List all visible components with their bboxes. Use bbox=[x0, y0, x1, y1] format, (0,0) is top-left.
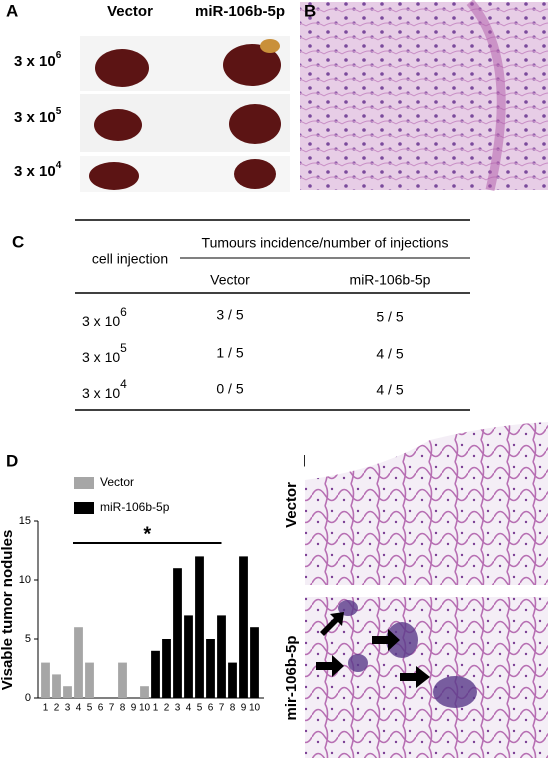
row-label: 3 x 106 bbox=[82, 305, 127, 329]
legend-label: miR-106b-5p bbox=[100, 500, 170, 514]
bar bbox=[151, 650, 160, 698]
row-label: 3 x 104 bbox=[82, 377, 127, 401]
x-tick-label: 10 bbox=[249, 703, 261, 714]
x-tick-label: 4 bbox=[76, 703, 82, 714]
row-label-base: 3 x 10 bbox=[14, 163, 56, 180]
tumour-nodule bbox=[338, 600, 477, 708]
column-header: Vector bbox=[107, 3, 153, 20]
legend-label: Vector bbox=[100, 475, 134, 489]
bar bbox=[173, 568, 182, 698]
panel-label: A bbox=[6, 1, 18, 20]
row-label-base: 3 x 10 bbox=[82, 385, 120, 401]
cell: 1 / 5 bbox=[216, 345, 243, 361]
x-tick-label: 1 bbox=[43, 703, 49, 714]
row-label-base: 3 x 10 bbox=[82, 349, 120, 365]
y-tick-label: 15 bbox=[19, 515, 31, 527]
y-tick-label: 10 bbox=[19, 574, 31, 586]
histology-image bbox=[300, 2, 548, 190]
legend-swatch bbox=[74, 502, 94, 514]
x-tick-label: 5 bbox=[87, 703, 93, 714]
bar bbox=[228, 662, 237, 698]
cell: 0 / 5 bbox=[216, 381, 243, 397]
x-tick-label: 2 bbox=[164, 703, 170, 714]
annotation: * bbox=[143, 523, 151, 545]
row-label: mir-106b-5p bbox=[283, 635, 300, 720]
bar bbox=[118, 662, 127, 698]
bar bbox=[217, 615, 226, 698]
x-tick-label: 7 bbox=[219, 703, 225, 714]
column-header: miR-106b-5p bbox=[350, 272, 431, 288]
x-tick-label: 4 bbox=[186, 703, 192, 714]
y-tick-label: 0 bbox=[25, 692, 31, 704]
bar bbox=[184, 615, 193, 698]
x-tick-label: 8 bbox=[230, 703, 236, 714]
x-tick-label: 9 bbox=[241, 703, 247, 714]
x-tick-label: 6 bbox=[98, 703, 104, 714]
x-tick-label: 10 bbox=[139, 703, 151, 714]
panel-label: D bbox=[6, 451, 18, 470]
y-tick-label: 5 bbox=[25, 633, 31, 645]
x-tick-label: 1 bbox=[153, 703, 159, 714]
row-label-base: 3 x 10 bbox=[14, 53, 56, 70]
legend-swatch bbox=[74, 477, 94, 489]
x-tick-label: 3 bbox=[65, 703, 71, 714]
bar bbox=[239, 556, 248, 698]
y-axis-title: Visable tumor nodules bbox=[0, 530, 16, 691]
bar bbox=[195, 556, 204, 698]
column-header: miR-106b-5p bbox=[195, 3, 285, 20]
bar bbox=[63, 686, 72, 698]
cell: 5 / 5 bbox=[376, 309, 403, 325]
tumour-detail bbox=[260, 39, 280, 53]
row-label-base: 3 x 10 bbox=[82, 313, 120, 329]
row-label-exponent: 4 bbox=[120, 377, 127, 391]
bar bbox=[85, 662, 94, 698]
panel-label: C bbox=[12, 232, 24, 251]
x-tick-label: 9 bbox=[131, 703, 137, 714]
column-header: Vector bbox=[210, 272, 250, 288]
row-label: 3 x 106 bbox=[14, 50, 62, 70]
cell: 4 / 5 bbox=[376, 346, 403, 362]
row-label: Vector bbox=[283, 482, 300, 528]
row-label: 3 x 105 bbox=[14, 106, 62, 126]
bar bbox=[52, 674, 61, 698]
cell: 4 / 5 bbox=[376, 382, 403, 398]
row-label-exponent: 4 bbox=[56, 160, 62, 171]
x-tick-label: 8 bbox=[120, 703, 126, 714]
x-tick-label: 5 bbox=[197, 703, 203, 714]
x-tick-label: 6 bbox=[208, 703, 214, 714]
row-label: 3 x 105 bbox=[82, 341, 127, 365]
row-label-exponent: 6 bbox=[120, 305, 127, 319]
panel-label: B bbox=[304, 1, 316, 20]
tumour bbox=[89, 44, 281, 190]
x-tick-label: 7 bbox=[109, 703, 115, 714]
row-header: cell injection bbox=[92, 251, 168, 267]
histology-image bbox=[305, 422, 548, 585]
bar bbox=[206, 639, 215, 698]
bar bbox=[162, 639, 171, 698]
x-tick-label: 2 bbox=[54, 703, 60, 714]
bar bbox=[140, 686, 149, 698]
cell: 3 / 5 bbox=[216, 307, 243, 323]
arrow bbox=[316, 612, 430, 688]
bar bbox=[74, 627, 83, 698]
row-label: 3 x 104 bbox=[14, 160, 62, 180]
x-tick-label: 3 bbox=[175, 703, 181, 714]
bar bbox=[41, 662, 50, 698]
histology-detail bbox=[466, 0, 506, 192]
row-label-base: 3 x 10 bbox=[14, 109, 56, 126]
row-label-exponent: 5 bbox=[56, 106, 62, 117]
bar bbox=[250, 627, 259, 698]
row-label-exponent: 5 bbox=[120, 341, 127, 355]
row-label-exponent: 6 bbox=[56, 50, 62, 61]
group-header: Tumours incidence/number of injections bbox=[202, 235, 449, 251]
